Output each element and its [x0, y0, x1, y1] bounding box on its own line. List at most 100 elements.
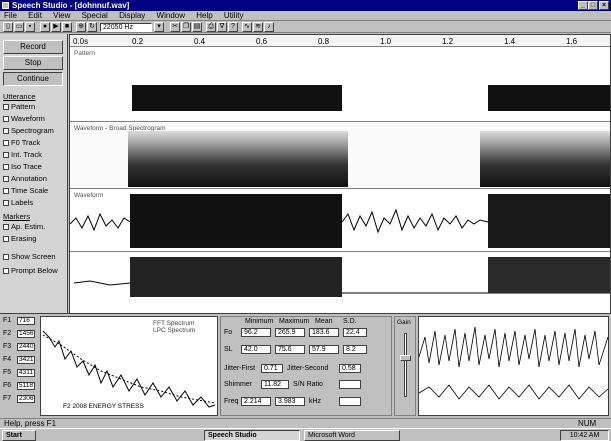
ruler-tick-label: 1.6 [566, 37, 578, 46]
formant-label: F3 [3, 343, 12, 350]
start-button[interactable]: Start [2, 430, 36, 441]
pane-label: Waveform - Broad Spectrogram [74, 125, 166, 132]
option-int-track[interactable]: Int. Track [3, 150, 42, 159]
option-annotation[interactable]: Annotation [3, 174, 47, 183]
analysis-panel: F1 716 F2 1456 F3 2440 F4 3421 F5 4311 F… [0, 313, 611, 428]
menu-display[interactable]: Display [119, 11, 146, 20]
pattern-pane[interactable]: Pattern [70, 48, 610, 122]
maximize-button[interactable]: □ [588, 1, 598, 10]
pitch-icon[interactable]: ♪ [264, 22, 274, 32]
option-pattern[interactable]: Pattern [3, 102, 35, 111]
spectrum-legend: FFT Spectrum LPC Spectrum [153, 320, 195, 334]
task-speech-studio[interactable]: Speech Studio [204, 430, 300, 441]
formant-label: F6 [3, 382, 12, 389]
option-show-screen[interactable]: Show Screen [3, 252, 56, 261]
option-waveform[interactable]: Waveform [3, 114, 45, 123]
option-iso-trace[interactable]: Iso Trace [3, 162, 42, 171]
formant-label: F1 [3, 317, 12, 324]
menu-window[interactable]: Window [156, 11, 185, 20]
status-help-text: Help, press F1 [4, 419, 57, 428]
gain-slider-track[interactable] [404, 333, 407, 397]
menu-file[interactable]: File [4, 11, 17, 20]
utterance-section-label: Utterance [3, 92, 36, 101]
minimize-button[interactable]: _ [578, 1, 588, 10]
cycle-waveform-graph[interactable] [418, 316, 609, 416]
sample-rate-select[interactable]: 22050 Hz [100, 23, 152, 32]
chevron-down-icon[interactable]: ▾ [154, 22, 164, 32]
formant-value: 2306 [17, 395, 35, 403]
stats-value: 57.9 [309, 345, 339, 354]
formant-label: F7 [3, 395, 12, 402]
stats-value: 42.0 [241, 345, 271, 354]
spectrum-icon[interactable]: ∿ [242, 22, 252, 32]
jitter-first-value: 0.71 [261, 364, 283, 373]
control-panel: Record Stop Continue Utterance Pattern W… [0, 34, 68, 313]
option-prompt-below[interactable]: Prompt Below [3, 266, 58, 275]
menu-special[interactable]: Special [81, 11, 108, 20]
formant-label: F5 [3, 369, 12, 376]
spectrogram-pane[interactable]: Waveform - Broad Spectrogram [70, 123, 610, 189]
analysis-display[interactable]: 0.0s 0.2 0.4 0.6 0.8 1.0 1.2 1.4 1.6 Pat… [69, 34, 611, 313]
gain-controls: Gain [394, 316, 416, 416]
menu-help[interactable]: Help [196, 11, 213, 20]
record-icon[interactable]: ● [40, 22, 50, 32]
formant-value: 3421 [17, 356, 35, 364]
formant-value: 716 [17, 317, 35, 325]
continue-button[interactable]: Continue [3, 72, 63, 86]
freq-value: 2.214 [241, 397, 271, 406]
waveform-detail-pane[interactable] [70, 253, 610, 313]
freq-value-2: 3.983 [275, 397, 305, 406]
option-spectrogram[interactable]: Spectrogram [3, 126, 54, 135]
option-f0-track[interactable]: F0 Track [3, 138, 40, 147]
copy-icon[interactable]: ❐ [181, 22, 191, 32]
menu-utility[interactable]: Utility [223, 11, 244, 20]
cut-icon[interactable]: ✂ [170, 22, 180, 32]
spectrum-graph[interactable]: FFT Spectrum LPC Spectrum F2 2008 ENERGY… [40, 316, 218, 416]
pane-label: Pattern [74, 50, 95, 57]
formant-value: 1456 [17, 330, 35, 338]
open-folder-icon[interactable]: ▭ [14, 22, 24, 32]
energy-block [488, 85, 610, 111]
play-icon[interactable]: ▶ [51, 22, 61, 32]
new-file-icon[interactable]: ▯ [3, 22, 13, 32]
stop-button[interactable]: Stop [3, 56, 63, 70]
task-microsoft-word[interactable]: Microsoft Word [304, 430, 400, 441]
snr-value [339, 380, 361, 389]
zoom-icon[interactable]: ⊕ [76, 22, 86, 32]
formant-icon[interactable]: ≋ [253, 22, 263, 32]
formant-value: 4311 [17, 369, 35, 377]
waveform-pane[interactable]: Waveform [70, 190, 610, 252]
print-icon[interactable]: ⎙ [206, 22, 216, 32]
option-ap-estim[interactable]: Ap. Estim. [3, 222, 45, 231]
option-erasing[interactable]: Erasing [3, 234, 36, 243]
legend-fft: FFT Spectrum [153, 320, 195, 327]
loop-icon[interactable]: ↻ [87, 22, 97, 32]
option-labels[interactable]: Labels [3, 198, 33, 207]
stats-row-label: Fo [224, 329, 233, 336]
save-disk-icon[interactable]: ▪ [25, 22, 35, 32]
stop-icon[interactable]: ■ [62, 22, 72, 32]
menu-bar: File Edit View Special Display Window He… [0, 11, 611, 21]
formant-value: 5118 [17, 382, 35, 390]
system-clock: 10:42 AM [560, 430, 609, 441]
start-label: Start [6, 432, 22, 439]
ruler-tick-label: 1.0 [380, 37, 392, 46]
menu-edit[interactable]: Edit [28, 11, 42, 20]
spectrogram-region [480, 131, 610, 187]
paste-icon[interactable]: ▤ [192, 22, 202, 32]
stats-header-min: Minimum [245, 318, 274, 325]
statistics-panel: Minimum Maximum Mean S.D. Fo 96.2 265.9 … [220, 316, 392, 416]
ruler-tick-label: 1.4 [504, 37, 516, 46]
stats-value: 183.6 [309, 328, 339, 337]
stats-value: 22.4 [343, 328, 367, 337]
ruler-tick-label: 0.4 [194, 37, 206, 46]
help-icon[interactable]: ? [228, 22, 238, 32]
pane-label: Waveform [74, 192, 104, 199]
filter-icon[interactable]: ∇ [217, 22, 227, 32]
record-button[interactable]: Record [3, 40, 63, 54]
stats-header-sd: S.D. [343, 318, 357, 325]
close-button[interactable]: × [599, 1, 609, 10]
gain-slider-thumb[interactable] [400, 355, 411, 361]
menu-view[interactable]: View [53, 11, 71, 20]
option-time-scale[interactable]: Time Scale [3, 186, 48, 195]
